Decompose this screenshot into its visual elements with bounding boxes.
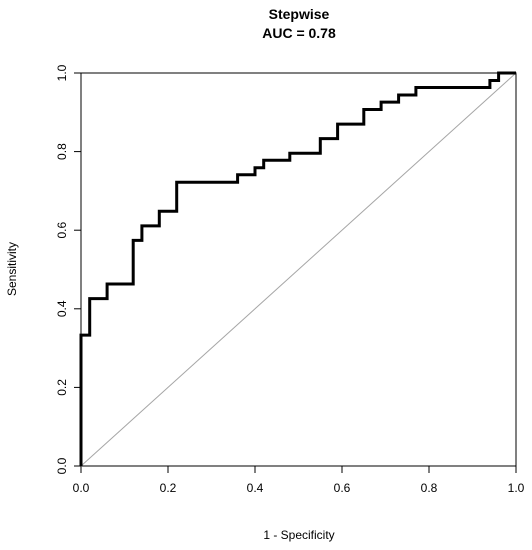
y-tick-label: 1.0 (55, 64, 69, 81)
x-tick-label: 1.0 (508, 481, 525, 495)
y-tick-label: 0.0 (55, 457, 69, 474)
y-tick-label: 0.6 (55, 222, 69, 239)
chart-title: Stepwise (269, 6, 330, 22)
plot-frame (80, 72, 517, 467)
x-tick-label: 0.8 (421, 481, 438, 495)
y-tick-label: 0.8 (55, 143, 69, 160)
y-tick-label: 0.4 (55, 300, 69, 317)
y-tick-label: 0.2 (55, 379, 69, 396)
x-axis-label: 1 - Specificity (263, 528, 334, 542)
x-tick-label: 0.0 (73, 481, 90, 495)
x-tick-label: 0.4 (247, 481, 264, 495)
x-tick-label: 0.2 (160, 481, 177, 495)
roc-curve-line (79, 71, 516, 466)
x-tick-label: 0.6 (334, 481, 351, 495)
chart-subtitle: AUC = 0.78 (262, 25, 336, 41)
reference-diagonal-line (80, 72, 517, 467)
y-axis-label: Sensitivity (5, 242, 19, 296)
